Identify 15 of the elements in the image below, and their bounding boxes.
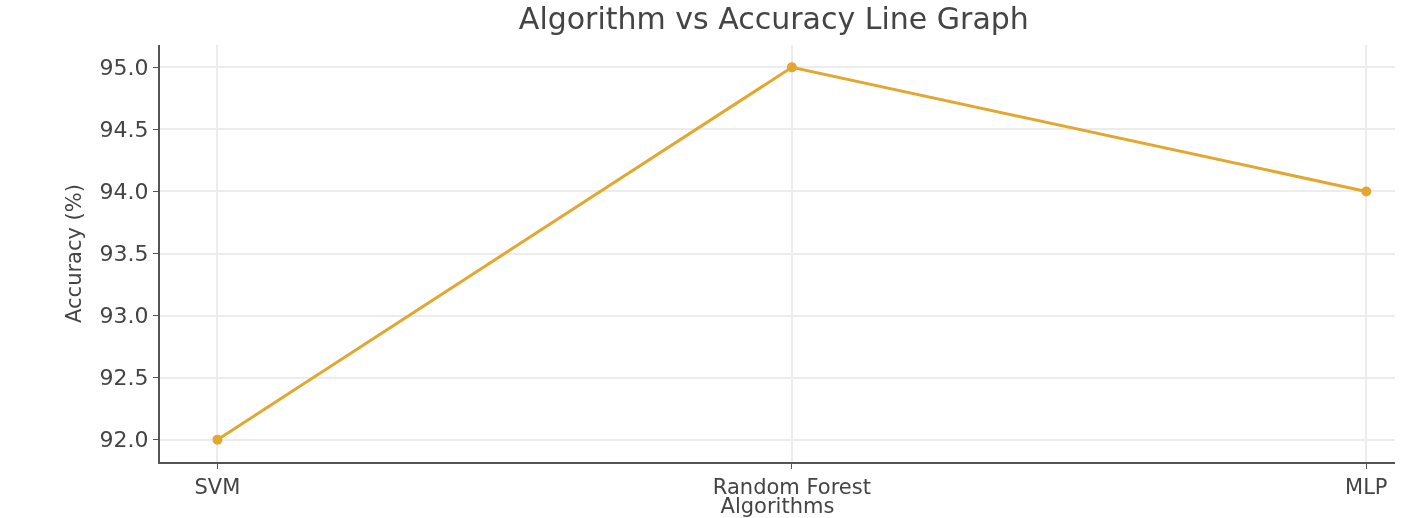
y-tick-label: 94.5 [99,117,149,143]
x-axis-title: Algorithms [720,494,835,518]
y-tick-label: 93.5 [99,241,149,267]
y-tick-label: 92.0 [99,427,149,453]
y-axis-title: Accuracy (%) [62,184,87,323]
chart-title: Algorithm vs Accuracy Line Graph [518,0,1029,36]
y-tick-label: 94.0 [99,179,149,205]
point [786,62,797,73]
y-tick-label: 93.0 [99,303,149,329]
point [212,434,223,445]
y-tick-label: 92.5 [99,365,149,391]
x-tick-label: MLP [1345,475,1388,500]
x-tick-label: SVM [194,475,241,500]
y-tick-label: 95.0 [99,55,149,81]
point [1361,186,1372,197]
